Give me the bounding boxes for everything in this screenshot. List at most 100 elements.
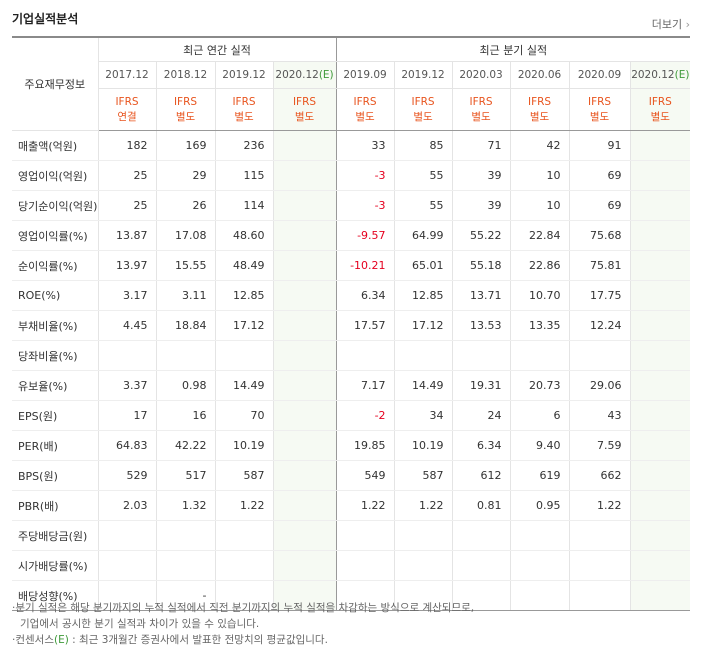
- basis-header: IFRS 별도: [393, 88, 453, 131]
- data-row: 영업이익률(%) 13.87 17.08 48.60 -9.57 64.99 55.22 22…: [12, 220, 691, 251]
- period-header: 2019.09: [335, 61, 395, 89]
- value-cell: 42: [509, 130, 570, 161]
- value-cell: 70: [214, 400, 273, 431]
- group-header: 최근 분기 실적: [335, 36, 691, 62]
- value-cell: [272, 160, 337, 191]
- value-cell: [272, 190, 337, 221]
- value-cell: [629, 340, 691, 371]
- value-cell: 12.85: [393, 280, 453, 311]
- basis-label: 별도: [589, 110, 610, 123]
- value-cell: 115: [214, 160, 273, 191]
- value-cell: 19.85: [335, 430, 395, 461]
- value-cell: [451, 340, 511, 371]
- ifrs-label: IFRS: [411, 95, 435, 108]
- value-cell: [629, 370, 691, 401]
- basis-label: 별도: [413, 110, 433, 123]
- period: 2020.09: [577, 69, 622, 81]
- value-cell: [155, 550, 215, 581]
- value-cell: 17.08: [155, 220, 215, 251]
- data-row: 순이익률(%) 13.97 15.55 48.49 -10.21 65.01 55.18 22…: [12, 250, 691, 281]
- value-cell: [629, 250, 691, 281]
- group-header: 최근 연간 실적: [97, 36, 337, 62]
- value-cell: 517: [155, 460, 215, 491]
- basis-label: 연결: [117, 110, 137, 123]
- data-row: 영업이익(억원) 25 29 115 -3 55 39 10 69: [12, 160, 691, 191]
- basis-label: 별도: [294, 110, 315, 123]
- value-cell: [272, 460, 337, 491]
- row-label: 부채비율(%): [12, 310, 98, 341]
- more-link[interactable]: 더보기: [652, 16, 690, 32]
- corner-header: 주요재무정보: [12, 36, 98, 131]
- ifrs-label: IFRS: [173, 95, 198, 108]
- period-header: 2018.12: [155, 61, 215, 89]
- header-row: IFRS 연결 IFRS 별도 IFRS 별도 IFRS 별도 IFRS 별도 IFRS 별도 IFRS…: [12, 88, 691, 131]
- value-cell: -2: [335, 400, 395, 431]
- value-cell: [272, 340, 337, 371]
- value-cell: 0.81: [451, 490, 511, 521]
- section-title: 기업실적분석: [12, 12, 79, 26]
- value-cell: [335, 520, 395, 551]
- period: 2020.12: [275, 69, 319, 81]
- value-cell: 17.12: [214, 310, 273, 341]
- value-cell: 22.86: [509, 250, 570, 281]
- value-cell: 13.35: [509, 310, 570, 341]
- value-cell: 75.68: [568, 220, 631, 251]
- value-cell: 4.45: [97, 310, 156, 341]
- basis-header: IFRS 별도: [568, 88, 631, 131]
- period: 2019.09: [343, 69, 387, 81]
- value-cell: [568, 550, 631, 581]
- value-cell: [629, 220, 691, 251]
- basis-header: IFRS 별도: [155, 88, 215, 131]
- value-cell: [214, 340, 273, 371]
- period-header: 2020.09: [568, 61, 631, 89]
- value-cell: 169: [155, 130, 215, 161]
- value-cell: [272, 400, 337, 431]
- period-header: 2019.12: [214, 61, 273, 89]
- ifrs-label: IFRS: [527, 95, 552, 108]
- value-cell: 55.22: [451, 220, 511, 251]
- value-cell: [214, 520, 273, 551]
- basis-header: IFRS 별도: [272, 88, 337, 131]
- value-cell: 20.73: [509, 370, 570, 401]
- value-cell: 13.71: [451, 280, 511, 311]
- ifrs-label: IFRS: [292, 95, 317, 108]
- notes: 분기 실적은 해당 분기까지의 누적 실적에서 직전 분기까지의 누적 실적을 …: [12, 600, 474, 648]
- value-cell: [393, 340, 453, 371]
- value-cell: 619: [509, 460, 570, 491]
- value-cell: [509, 520, 570, 551]
- value-cell: 14.49: [214, 370, 273, 401]
- data-row: ROE(%) 3.17 3.11 12.85 6.34 12.85 13.71 10.70 17…: [12, 280, 691, 311]
- value-cell: [629, 580, 691, 611]
- value-cell: 10.19: [393, 430, 453, 461]
- basis-label: 별도: [529, 110, 550, 123]
- period: 2019.12: [222, 69, 266, 81]
- value-cell: 26: [155, 190, 215, 221]
- basis-label: 별도: [650, 110, 670, 123]
- basis-label: 별도: [471, 110, 491, 123]
- value-cell: 12.24: [568, 310, 631, 341]
- value-cell: [335, 550, 395, 581]
- basis-header: IFRS 연결: [97, 88, 156, 131]
- value-cell: 1.22: [214, 490, 273, 521]
- ifrs-label: IFRS: [587, 95, 612, 108]
- row-label: PER(배): [12, 430, 98, 461]
- ifrs-label: IFRS: [469, 95, 493, 108]
- basis-header: IFRS 별도: [629, 88, 691, 131]
- note-text: : 최근 3개월간 증권사에서 발표한 전망치의 평균값입니다.: [72, 634, 328, 646]
- value-cell: 55: [393, 190, 453, 221]
- value-cell: -3: [335, 190, 395, 221]
- data-row: EPS(원) 17 16 70 -2 34 24 6 43: [12, 400, 691, 431]
- table-head: 주요재무정보 최근 연간 실적 최근 분기 실적 2017.12 2018.12 2019…: [12, 36, 691, 131]
- value-cell: 64.83: [97, 430, 156, 461]
- ifrs-label: IFRS: [232, 95, 256, 108]
- value-cell: 6: [509, 400, 570, 431]
- value-cell: 1.22: [568, 490, 631, 521]
- value-cell: 64.99: [393, 220, 453, 251]
- value-cell: [568, 520, 631, 551]
- ifrs-label: IFRS: [648, 95, 672, 108]
- data-row: 매출액(억원) 182 169 236 33 85 71 42 91: [12, 130, 691, 161]
- estimate-mark: (E): [318, 69, 334, 81]
- period-header: 2020.12(E): [629, 61, 691, 89]
- period: 2020.12: [631, 69, 675, 81]
